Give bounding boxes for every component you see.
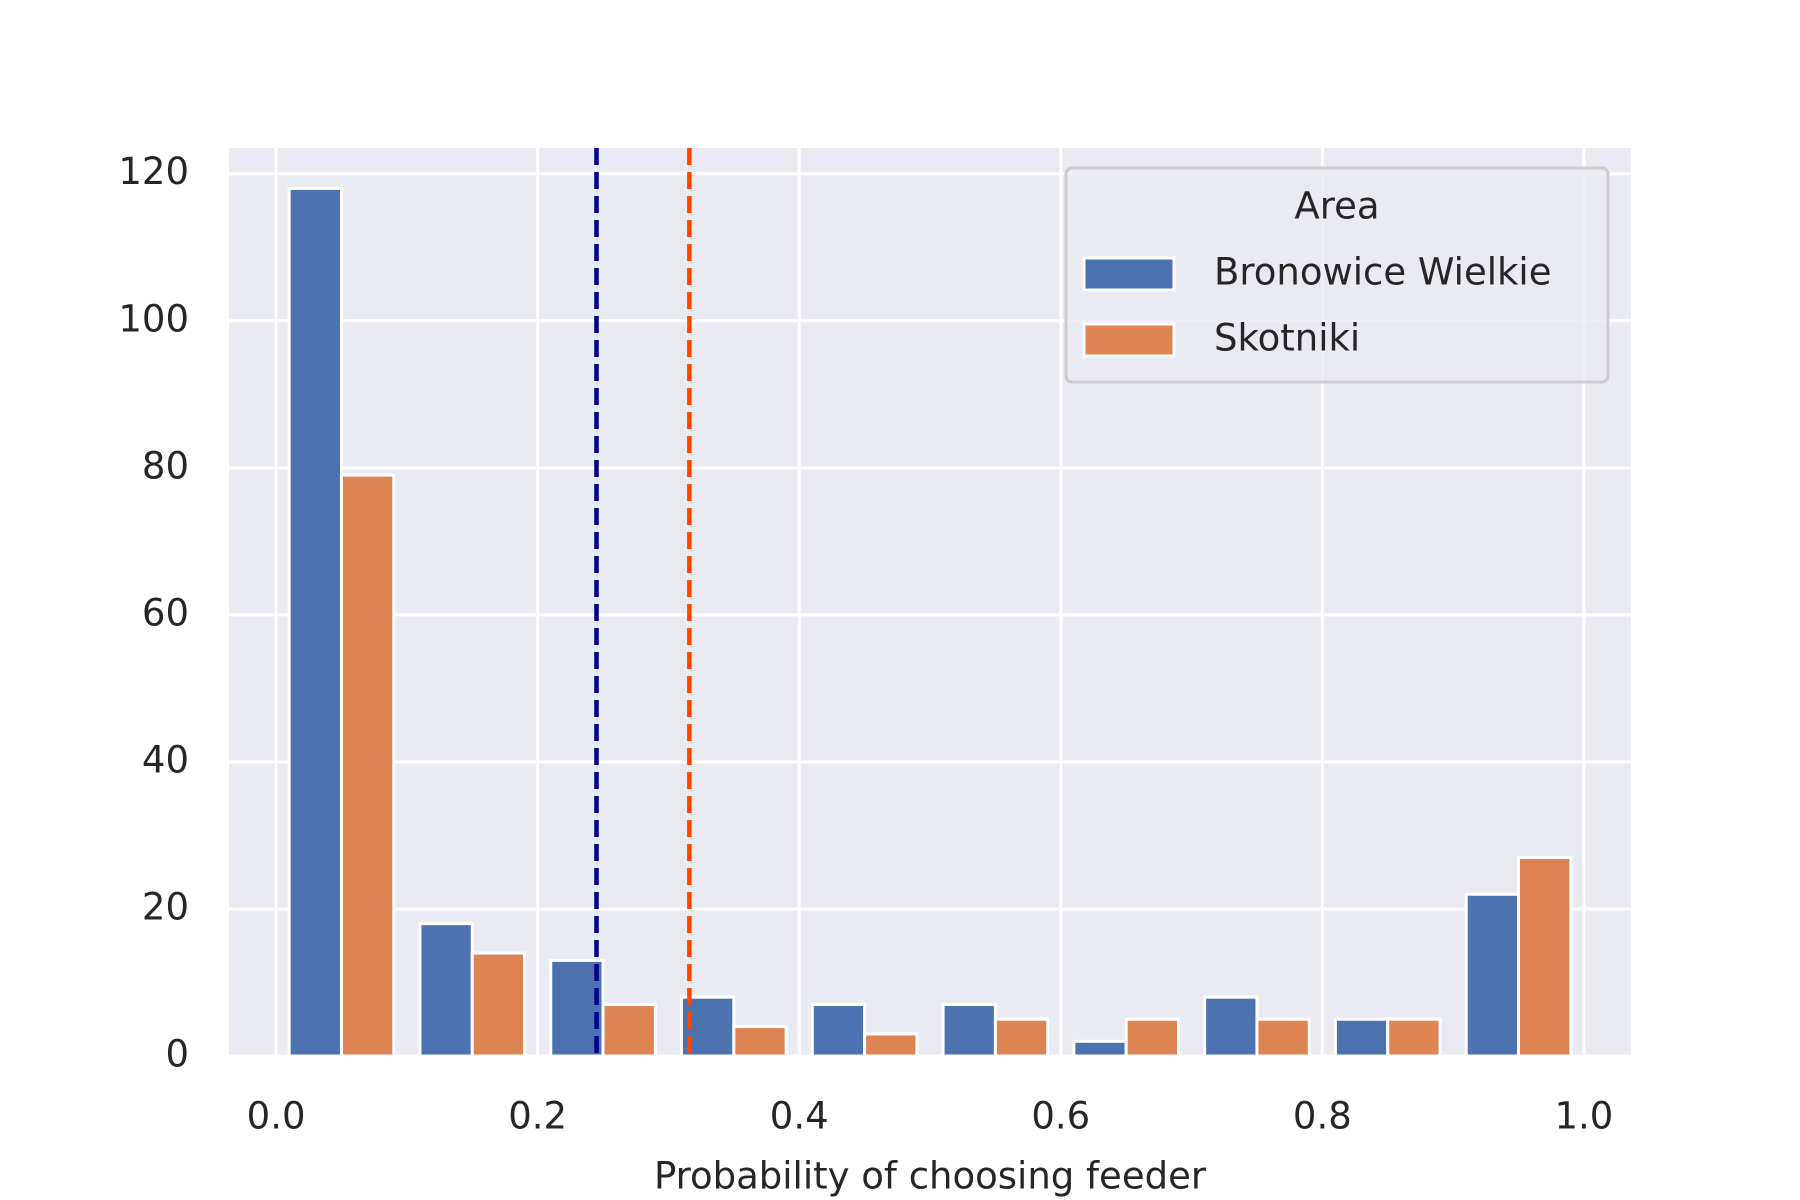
y-tick-label: 80 <box>142 444 189 487</box>
x-tick-label: 0.4 <box>770 1095 829 1138</box>
bar <box>732 1025 788 1058</box>
legend: Area Bronowice Wielkie Skotniki <box>1064 166 1610 384</box>
legend-box <box>1064 166 1610 384</box>
bar <box>1203 995 1259 1058</box>
bar <box>470 951 527 1058</box>
bar <box>1464 892 1521 1058</box>
y-tick-label: 0 <box>165 1033 189 1076</box>
bar <box>1255 1017 1311 1058</box>
legend-label: Skotniki <box>1214 317 1360 360</box>
x-tick-label: 1.0 <box>1554 1095 1613 1138</box>
bar <box>418 922 474 1058</box>
x-tick-label: 0.8 <box>1293 1095 1352 1138</box>
bar <box>810 1003 867 1058</box>
y-tick-label: 60 <box>142 591 189 634</box>
y-tick-label: 20 <box>142 885 189 928</box>
x-axis-label: Probability of choosing feeder <box>654 1155 1207 1198</box>
bar <box>339 473 396 1058</box>
y-tick-label: 100 <box>118 297 189 340</box>
bar <box>601 1003 657 1058</box>
bar <box>993 1017 1050 1058</box>
bar <box>1124 1017 1180 1058</box>
legend-label: Bronowice Wielkie <box>1214 251 1551 294</box>
bar <box>287 186 343 1058</box>
legend-swatch <box>1082 256 1176 292</box>
bar <box>1517 855 1573 1058</box>
bar <box>941 1003 997 1058</box>
x-tick-label: 0.2 <box>508 1095 567 1138</box>
grid <box>229 148 1631 1058</box>
bar <box>1386 1017 1442 1058</box>
legend-title: Area <box>1294 185 1379 228</box>
x-tick-label: 0.0 <box>247 1095 306 1138</box>
bar <box>1333 1017 1390 1058</box>
bar <box>863 1032 919 1058</box>
marks <box>287 148 1573 1058</box>
y-tick-label: 120 <box>118 150 189 193</box>
y-tick-label: 40 <box>142 738 189 781</box>
legend-swatch <box>1082 322 1176 358</box>
bar <box>1072 1039 1128 1058</box>
x-tick-label: 0.6 <box>1031 1095 1090 1138</box>
